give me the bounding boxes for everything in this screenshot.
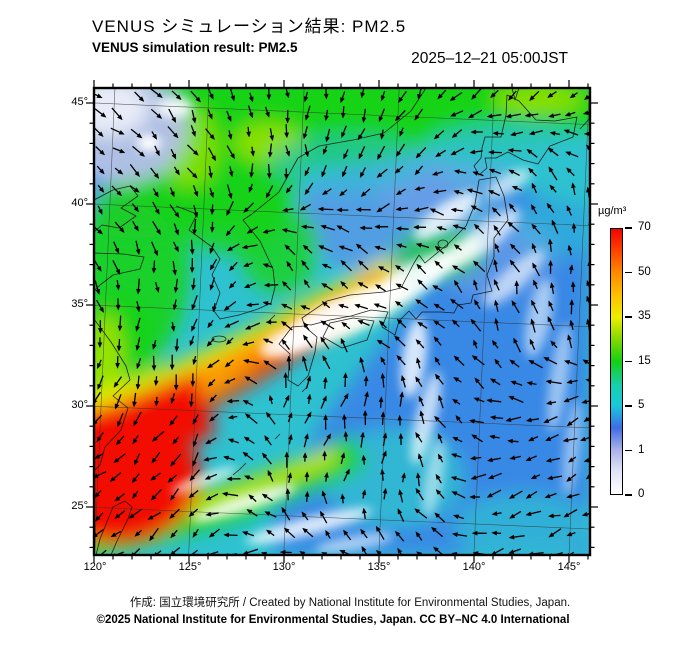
page-title-english: VENUS simulation result: PM2.5 (92, 40, 298, 55)
page-title-japanese: VENUS シミュレーション結果: PM2.5 (92, 17, 407, 36)
colorbar-tick-label: 15 (638, 354, 651, 367)
colorbar-tick-label: 0 (638, 488, 645, 500)
lat-tick-label: 45° (71, 96, 88, 108)
colorbar-tick-mark (625, 271, 632, 274)
simulation-map (74, 68, 610, 575)
lat-tick-label: 35° (71, 298, 88, 310)
colorbar-tick-label: 70 (638, 221, 651, 233)
colorbar-tick-label: 1 (638, 443, 645, 456)
colorbar-unit-label: µg/m³ (598, 205, 627, 217)
colorbar (610, 228, 623, 495)
colorbar-tick-mark (625, 316, 632, 318)
lon-tick-label: 125° (178, 561, 202, 573)
colorbar-tick-label: 50 (638, 265, 651, 278)
valid-time-label: 2025–12–21 05:00JST (411, 50, 568, 67)
license-line: ©2025 National Institute for Environment… (96, 614, 570, 626)
concentration-field (94, 88, 590, 555)
map-frame (92, 86, 592, 557)
coastlines (94, 88, 590, 555)
colorbar-tick-mark (625, 494, 632, 496)
lon-tick-label: 140° (462, 561, 486, 573)
credit-line: 作成: 国立環境研究所 / Created by National Instit… (129, 597, 571, 609)
colorbar-tick-label: 35 (638, 310, 651, 322)
map-svg (86, 80, 598, 563)
lat-tick-label: 30° (71, 399, 88, 411)
lon-tick-label: 145° (557, 561, 581, 573)
lat-tick-label: 40° (71, 197, 88, 209)
colorbar-tick-mark (625, 360, 632, 363)
colorbar-tick-mark (625, 449, 632, 452)
colorbar-tick-mark (625, 405, 632, 407)
colorbar-tick-label: 5 (638, 399, 645, 411)
lat-tick-label: 25° (71, 500, 88, 512)
lon-tick-label: 120° (83, 561, 107, 573)
colorbar-tick-mark (625, 227, 632, 229)
lon-tick-label: 135° (367, 561, 391, 573)
lon-tick-label: 130° (272, 561, 296, 573)
